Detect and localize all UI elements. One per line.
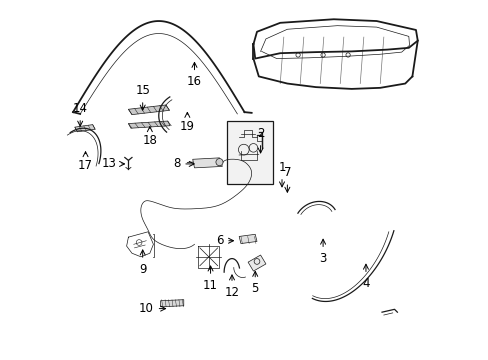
Text: 1: 1 (278, 161, 285, 187)
Polygon shape (160, 300, 183, 307)
Text: 19: 19 (180, 112, 194, 133)
Text: 7: 7 (283, 166, 290, 192)
Polygon shape (192, 158, 222, 168)
Text: 6: 6 (215, 234, 233, 247)
Polygon shape (239, 234, 257, 244)
Text: 12: 12 (224, 275, 239, 299)
Polygon shape (75, 125, 95, 132)
Circle shape (216, 158, 223, 166)
Text: 15: 15 (135, 84, 150, 110)
Polygon shape (128, 105, 169, 114)
Text: 4: 4 (362, 264, 369, 290)
Text: 17: 17 (78, 152, 93, 172)
Text: 18: 18 (142, 127, 157, 147)
Bar (226, 121, 272, 184)
Text: 13: 13 (101, 157, 124, 170)
Polygon shape (128, 121, 170, 128)
Text: 14: 14 (73, 102, 87, 126)
Polygon shape (247, 255, 265, 271)
Text: 16: 16 (186, 62, 202, 88)
Text: 2: 2 (256, 127, 264, 153)
Text: 11: 11 (203, 266, 218, 292)
Text: 10: 10 (139, 302, 165, 315)
Text: 3: 3 (319, 239, 326, 265)
Text: 5: 5 (251, 271, 258, 296)
Text: 9: 9 (139, 250, 146, 276)
Text: 8: 8 (173, 157, 194, 170)
